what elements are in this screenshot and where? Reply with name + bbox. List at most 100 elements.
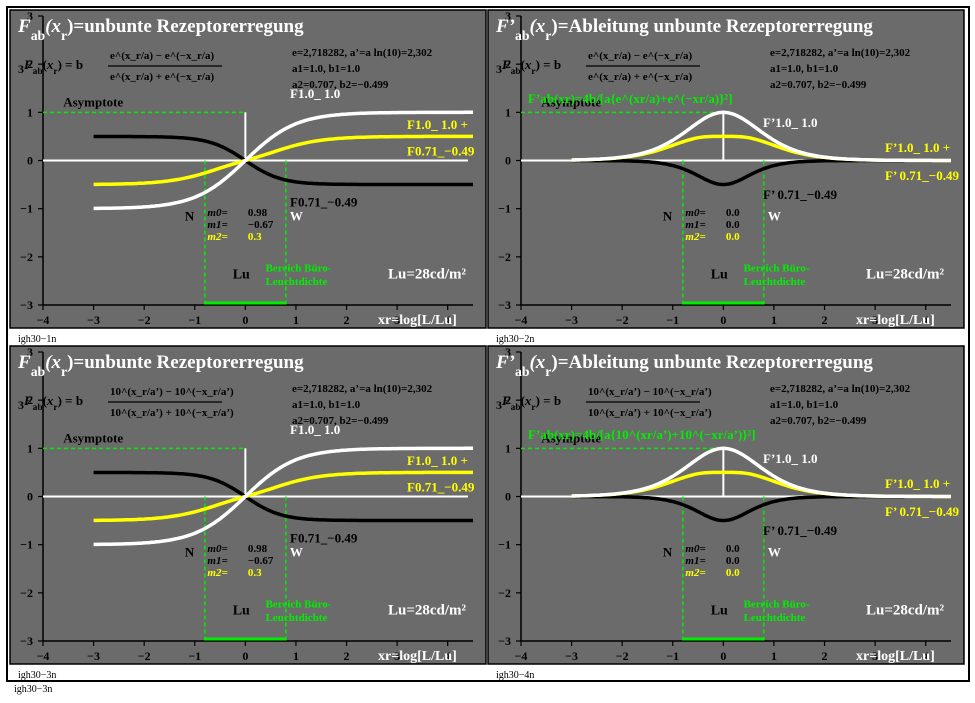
label-bereich-2: Leuchtdichte [266,276,328,288]
y-tick-label: 2 [505,393,511,407]
m-label-2: m2= [207,231,227,243]
label-N: N [663,545,673,560]
formula-denominator: e^(x_r/a) + e^(−x_r/a) [110,71,214,83]
y-tick-label: 2 [27,57,33,71]
label-W: W [768,545,781,560]
y-tick-label: −2 [498,250,511,264]
x-tick-label: 1 [293,649,299,663]
label-Lu: Lu [233,604,250,619]
formula-numerator: 10^(x_r/a’) − 10^(−x_r/a’) [110,386,234,398]
y-tick-label: 3 [505,345,511,359]
y-tick-label: 1 [27,441,33,455]
y-top-label-dup: 3 [496,398,502,412]
x-tick-label: 2 [344,649,350,663]
x-tick-label: −2 [138,313,151,327]
y-tick-label: 1 [27,105,33,119]
y-tick-label: 1 [505,441,511,455]
label-N: N [663,209,673,224]
formula: Fab(xr) = b e^(x_r/a) − e^(−x_r/a) e^(x_r/… [23,50,222,83]
label-yellow-curve-2: F0.71_−0.49 [407,144,475,159]
label-yellow-curve-1: F1.0_ 1.0 + [407,117,468,132]
label-yellow-curve-1: F’1.0_ 1.0 + [885,476,950,491]
x-tick-label: 3 [872,649,878,663]
param-line-1: e=2,718282, a’=a ln(10)=2,302 [292,383,433,395]
y-tick-label: −2 [20,586,33,600]
x-tick-label: −4 [37,649,50,663]
derivative-formula: F’ab(xr)=4b/[a{10^(xr/a’)+10^(−xr/a’)}²] [528,427,756,442]
panel-title: Fab(xr)=unbunte Rezeptorerregung [17,352,304,379]
formula-numerator: 10^(x_r/a’) − 10^(−x_r/a’) [588,386,712,398]
curve-white [571,446,951,499]
formula-lhs: Fab(xr) = b [23,393,83,413]
m-value-1: 0.0 [726,219,740,231]
x-tick-label: 1 [771,313,777,327]
label-Lu: Lu [233,268,250,283]
x-tick-label: −2 [138,649,151,663]
y-tick-label: −1 [498,538,511,552]
label-black-curve: F’ 0.71_−0.49 [763,187,837,202]
formula-numerator: e^(x_r/a) − e^(−x_r/a) [588,50,692,62]
label-W: W [768,209,781,224]
label-yellow-curve-2: F’ 0.71_−0.49 [885,168,959,183]
label-bereich-2: Leuchtdichte [266,612,328,624]
panel-label: igh30−4n [496,670,534,680]
m-value-1: 0.0 [726,555,740,567]
x-tick-label: −1 [188,649,201,663]
m-value-0: 0.0 [726,543,740,555]
label-yellow-curve-1: F’1.0_ 1.0 + [885,140,950,155]
formula: Fab(xr) = b 10^(x_r/a’) − 10^(−x_r/a’) 10^… [501,386,712,419]
y-tick-label: −1 [20,202,33,216]
x-tick-label: −1 [666,313,679,327]
panel-label: igh30−1n [18,334,56,345]
y-tick-label: 0 [27,490,33,504]
x-tick-label: 0 [242,649,248,663]
lu-value: Lu=28cd/m² [388,603,467,619]
x-tick-label: −4 [37,313,50,327]
param-line-2: a1=1.0, b1=1.0 [292,63,361,75]
formula-lhs: Fab(xr) = b [501,57,561,77]
param-line-3: a2=0.707, b2=−0.499 [770,415,867,427]
label-black-curve: F0.71_−0.49 [290,530,358,545]
y-tick-label: −2 [498,586,511,600]
y-tick-label: 2 [505,57,511,71]
curve-black [93,134,473,187]
x-axis-label: xr=log[L/Lu] [378,649,457,664]
param-line-1: e=2,718282, a’=a ln(10)=2,302 [770,383,911,395]
y-tick-label: 3 [27,345,33,359]
m-label-0: m0= [207,543,227,555]
x-tick-label: 3 [872,313,878,327]
label-W: W [290,545,303,560]
label-black-curve: F0.71_−0.49 [290,194,358,209]
y-tick-label: −1 [20,538,33,552]
x-tick-label: −2 [616,649,629,663]
label-yellow-curve-1: F1.0_ 1.0 + [407,453,468,468]
m-value-2: 0.3 [248,231,262,243]
formula-denominator: 10^(x_r/a’) + 10^(−x_r/a’) [588,407,712,419]
y-tick-label: −3 [498,298,511,312]
x-tick-label: 1 [771,649,777,663]
x-tick-label: −3 [565,313,578,327]
m-value-1: −0.67 [248,555,274,567]
formula-denominator: e^(x_r/a) + e^(−x_r/a) [588,71,692,83]
label-white-curve: F1.0_ 1.0 [290,422,340,437]
formula: Fab(xr) = b e^(x_r/a) − e^(−x_r/a) e^(x_r/… [501,50,700,83]
x-tick-label: 4 [445,313,451,327]
y-tick-label: 0 [505,490,511,504]
x-tick-label: −3 [87,649,100,663]
curve-white [571,110,951,163]
y-tick-label: −3 [498,634,511,648]
label-N: N [185,209,195,224]
x-tick-label: 4 [923,649,929,663]
label-bereich-1: Bereich Büro- [744,262,810,274]
x-tick-label: 3 [394,649,400,663]
figure-frame: −3 −2 −1 0 1 2 3 −4 −3 −2 −1 0 1 2 3 4 Asymptote Fab(xr)=… [6,6,970,682]
x-tick-label: −1 [188,313,201,327]
x-tick-label: 2 [344,313,350,327]
y-tick-label: 3 [505,9,511,23]
label-yellow-curve-2: F’ 0.71_−0.49 [885,504,959,519]
formula-lhs: Fab(xr) = b [501,393,561,413]
m-value-0: 0.98 [248,207,268,219]
m-label-0: m0= [207,207,227,219]
